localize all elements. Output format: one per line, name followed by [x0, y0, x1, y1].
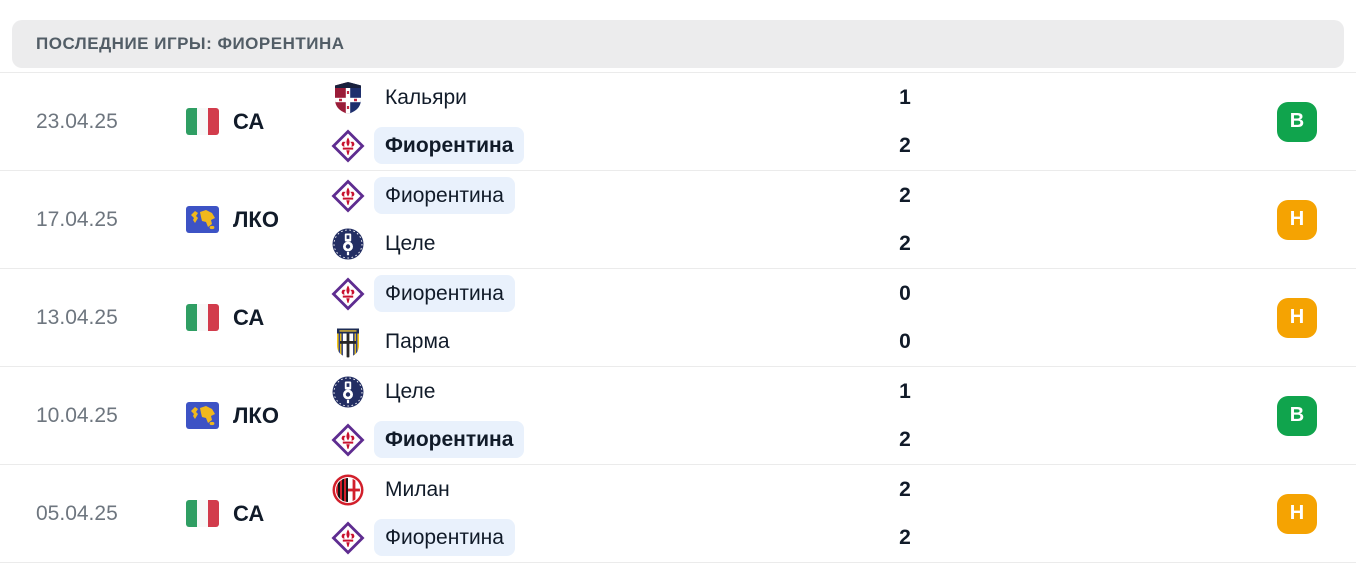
- team-name: Фиорентина: [374, 127, 525, 164]
- competition: СА: [186, 108, 330, 135]
- teams: Фиорентина Целе: [330, 172, 860, 268]
- world-icon: [186, 402, 219, 429]
- score-away: 2: [899, 525, 911, 549]
- competition-label: СА: [233, 304, 265, 330]
- match-date: 23.04.25: [36, 109, 118, 133]
- match-date: 05.04.25: [36, 501, 118, 525]
- team-name: Фиорентина: [374, 177, 515, 214]
- section-title: ПОСЛЕДНИЕ ИГРЫ: ФИОРЕНТИНА: [36, 34, 345, 53]
- section-header: ПОСЛЕДНИЕ ИГРЫ: ФИОРЕНТИНА: [12, 20, 1344, 68]
- result-badge[interactable]: В: [1277, 395, 1317, 436]
- competition: СА: [186, 500, 330, 527]
- competition: ЛКО: [186, 206, 330, 233]
- teams: Кальяри Фиорентина: [330, 74, 860, 170]
- world-icon: [186, 206, 219, 233]
- match-row[interactable]: 23.04.25 СА Кальяри Фиорентина 1 2 В: [0, 73, 1356, 171]
- competition: ЛКО: [186, 402, 330, 429]
- result-badge[interactable]: В: [1277, 101, 1317, 142]
- team-name: Парма: [385, 330, 450, 353]
- match-row[interactable]: 13.04.25 СА Фиорентина Парма 0 0 Н: [0, 269, 1356, 367]
- competition-label: ЛКО: [233, 402, 279, 428]
- team-logo-milan-icon: [330, 472, 366, 508]
- match-date: 13.04.25: [36, 305, 118, 329]
- team-name: Фиорентина: [374, 519, 515, 556]
- match-row[interactable]: 10.04.25 ЛКО Целе Фиорентина 1 2 В: [0, 367, 1356, 465]
- teams: Фиорентина Парма: [330, 270, 860, 366]
- italy-flag-icon: [186, 500, 219, 527]
- team-name: Целе: [385, 380, 436, 403]
- match-row[interactable]: 17.04.25 ЛКО Фиорентина Целе 2 2 Н: [0, 171, 1356, 269]
- team-logo-parma-icon: [330, 324, 366, 360]
- italy-flag-icon: [186, 108, 219, 135]
- team-name: Целе: [385, 232, 436, 255]
- match-row[interactable]: 05.04.25 СА Милан Фиорентина 2 2 Н: [0, 465, 1356, 563]
- team-logo-celje-icon: [330, 226, 366, 262]
- teams: Милан Фиорентина: [330, 466, 860, 562]
- team-logo-fiorentina-icon: [330, 276, 366, 312]
- score-away: 2: [899, 133, 911, 157]
- score-home: 2: [899, 477, 911, 501]
- team-line-away: Фиорентина: [330, 514, 860, 562]
- score-home: 0: [899, 281, 911, 305]
- competition: СА: [186, 304, 330, 331]
- team-logo-celje-icon: [330, 374, 366, 410]
- team-logo-fiorentina-icon: [330, 422, 366, 458]
- score-home: 1: [899, 379, 911, 403]
- team-line-away: Фиорентина: [330, 122, 860, 170]
- team-name: Кальяри: [385, 86, 467, 109]
- team-line-home: Милан: [330, 466, 860, 514]
- score-home: 1: [899, 85, 911, 109]
- team-line-home: Фиорентина: [330, 270, 860, 318]
- team-name: Фиорентина: [374, 421, 525, 458]
- score-away: 0: [899, 329, 911, 353]
- team-name: Фиорентина: [374, 275, 515, 312]
- team-logo-fiorentina-icon: [330, 178, 366, 214]
- teams: Целе Фиорентина: [330, 368, 860, 464]
- matches-table: 23.04.25 СА Кальяри Фиорентина 1 2 В 17.04.25 ЛК…: [0, 72, 1356, 563]
- team-line-away: Фиорентина: [330, 416, 860, 464]
- score-home: 2: [899, 183, 911, 207]
- match-date: 10.04.25: [36, 403, 118, 427]
- score-away: 2: [899, 231, 911, 255]
- result-badge[interactable]: Н: [1277, 297, 1317, 338]
- team-logo-fiorentina-icon: [330, 128, 366, 164]
- team-logo-fiorentina-icon: [330, 520, 366, 556]
- competition-label: СА: [233, 108, 265, 134]
- team-logo-cagliari-icon: [330, 80, 366, 116]
- team-line-home: Целе: [330, 368, 860, 416]
- team-name: Милан: [385, 478, 450, 501]
- result-badge[interactable]: Н: [1277, 199, 1317, 240]
- team-line-home: Фиорентина: [330, 172, 860, 220]
- team-line-away: Целе: [330, 220, 860, 268]
- score-away: 2: [899, 427, 911, 451]
- team-line-away: Парма: [330, 318, 860, 366]
- team-line-home: Кальяри: [330, 74, 860, 122]
- result-badge[interactable]: Н: [1277, 493, 1317, 534]
- match-date: 17.04.25: [36, 207, 118, 231]
- competition-label: СА: [233, 500, 265, 526]
- italy-flag-icon: [186, 304, 219, 331]
- competition-label: ЛКО: [233, 206, 279, 232]
